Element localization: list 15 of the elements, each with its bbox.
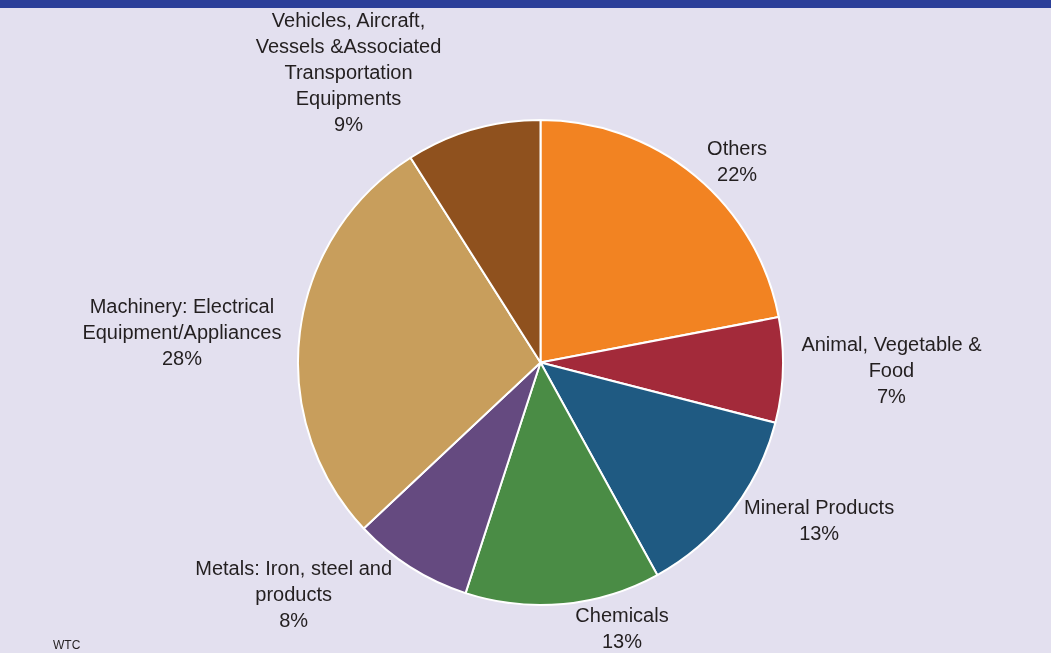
slice-label: Others — [707, 137, 768, 160]
data-label: 22% — [717, 163, 758, 186]
data-label: 13% — [799, 522, 840, 545]
slice-label: Mineral Products — [744, 496, 895, 519]
text: WTC — [53, 638, 81, 652]
slice-label: Machinery: Electrical Equipment/Appliances — [82, 294, 282, 343]
slice-label: Metals: Iron, steel and products — [195, 556, 393, 605]
data-label: 7% — [876, 385, 907, 408]
slice-label: Animal, Vegetable & Food — [801, 333, 983, 382]
data-label: 9% — [334, 112, 364, 135]
data-label: 28% — [161, 346, 203, 369]
data-label: 13% — [601, 629, 643, 652]
slice-label: Vehicles, Aircraft, Vessels &Associated Transportation Equipments — [255, 8, 442, 109]
slice-label: Chemicals — [575, 603, 669, 626]
data-label: 8% — [279, 608, 309, 631]
